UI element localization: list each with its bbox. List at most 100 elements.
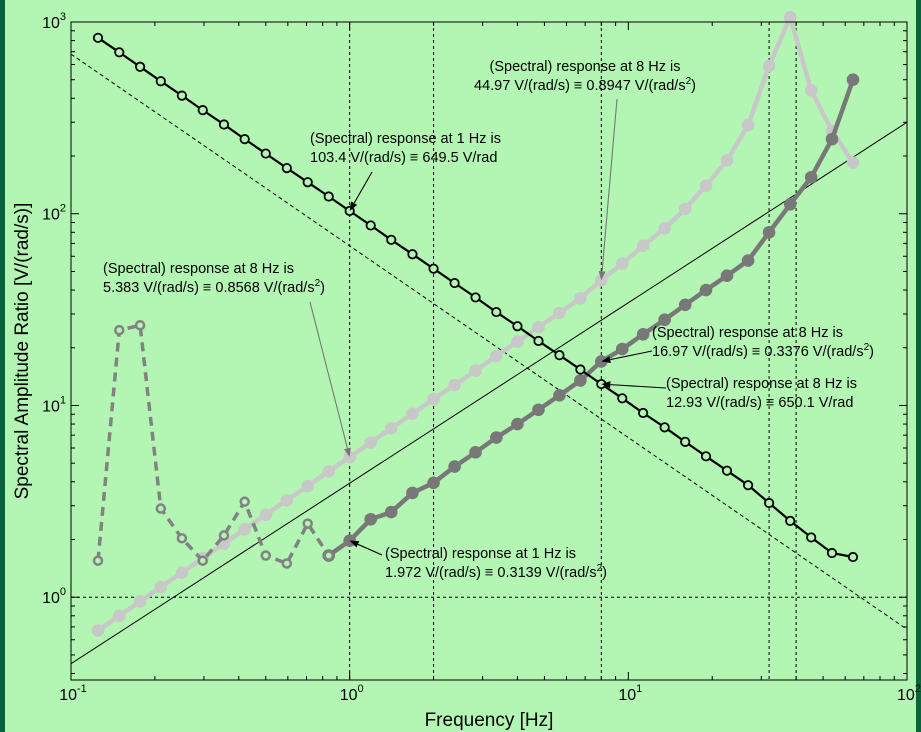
data-point bbox=[826, 547, 838, 559]
x-tick-label: 101 bbox=[618, 683, 642, 704]
data-point bbox=[762, 226, 776, 239]
axes-box bbox=[70, 21, 908, 681]
reference-lines bbox=[71, 53, 907, 665]
annotation-text: (Spectral) response at 1 Hz is 103.4 V/(r… bbox=[310, 131, 501, 166]
data-point bbox=[260, 148, 271, 159]
data-point bbox=[133, 595, 147, 608]
data-point bbox=[762, 59, 776, 73]
data-point bbox=[678, 298, 692, 312]
data-point bbox=[92, 32, 104, 43]
data-point bbox=[804, 84, 818, 97]
data-point bbox=[384, 422, 398, 435]
annotation-arrow-line bbox=[353, 171, 373, 204]
data-point bbox=[720, 153, 734, 167]
annotation-arrow-head bbox=[344, 447, 351, 458]
data-point bbox=[281, 162, 292, 174]
data-point bbox=[92, 555, 104, 566]
reference-line-solid bbox=[71, 121, 907, 665]
data-point bbox=[114, 47, 125, 58]
data-point bbox=[197, 105, 208, 116]
annotation-text: (Spectral) response at 8 Hz is 44.97 V/(r… bbox=[474, 59, 696, 94]
annotation-text: (Spectral) response at 1 Hz is 1.972 V/(r… bbox=[385, 546, 607, 581]
data-point bbox=[281, 558, 293, 569]
data-point bbox=[259, 508, 273, 522]
data-point bbox=[176, 90, 187, 101]
data-point bbox=[511, 417, 524, 431]
data-point bbox=[764, 497, 775, 509]
data-point bbox=[91, 624, 105, 637]
data-point bbox=[364, 436, 378, 449]
annotation-text: (Spectral) response at 8 Hz is 12.93 V/(r… bbox=[666, 376, 857, 411]
annotation-arrow-line bbox=[357, 543, 383, 556]
data-point bbox=[636, 328, 650, 341]
annotation-arrow-line bbox=[309, 301, 348, 449]
x-tick-label: 10-1 bbox=[59, 683, 87, 704]
data-point bbox=[553, 306, 566, 320]
annotation-arrow-head bbox=[601, 356, 611, 364]
data-point bbox=[785, 515, 796, 527]
annotation-arrow-head bbox=[349, 201, 358, 211]
x-tick-label: 102 bbox=[897, 683, 921, 704]
data-point bbox=[636, 239, 650, 253]
data-point bbox=[532, 403, 545, 417]
annotation-arrow-line bbox=[610, 350, 653, 361]
data-point bbox=[742, 480, 754, 491]
data-point bbox=[154, 580, 168, 594]
data-point bbox=[112, 609, 126, 623]
data-point bbox=[553, 388, 566, 402]
data-point bbox=[846, 73, 860, 87]
data-point bbox=[532, 320, 545, 334]
series-light-gray-filled bbox=[91, 10, 860, 637]
data-point bbox=[323, 191, 334, 202]
data-point bbox=[825, 132, 839, 146]
data-point bbox=[407, 249, 418, 260]
grid-lines bbox=[71, 22, 907, 680]
plot-area bbox=[5, 0, 916, 732]
y-tick-label: 103 bbox=[42, 11, 66, 32]
data-point bbox=[700, 451, 712, 462]
data-point bbox=[302, 518, 313, 529]
data-point bbox=[218, 119, 230, 130]
data-point bbox=[406, 486, 419, 500]
annotation-text: (Spectral) response at 8 Hz is 5.383 V/(r… bbox=[103, 261, 325, 296]
data-point bbox=[218, 530, 230, 541]
data-point bbox=[364, 512, 378, 526]
data-point bbox=[721, 465, 733, 476]
data-point bbox=[615, 257, 629, 270]
data-point bbox=[678, 202, 692, 216]
data-point bbox=[134, 320, 146, 331]
data-point bbox=[155, 503, 167, 514]
y-tick-label: 102 bbox=[42, 203, 66, 224]
data-point bbox=[239, 134, 250, 145]
data-point bbox=[680, 436, 691, 447]
data-point bbox=[155, 76, 166, 87]
data-point bbox=[699, 283, 713, 297]
data-point bbox=[469, 364, 482, 377]
data-point bbox=[469, 445, 482, 459]
data-point bbox=[741, 118, 755, 132]
annotation: (Spectral) response at 8 Hz is 44.97 V/(r… bbox=[474, 59, 696, 281]
reference-line-dashed bbox=[71, 53, 907, 630]
data-point bbox=[638, 407, 649, 419]
data-point bbox=[427, 392, 440, 406]
data-point bbox=[574, 374, 587, 387]
data-point bbox=[720, 269, 734, 283]
data-point bbox=[491, 306, 502, 318]
data-point bbox=[511, 335, 524, 349]
data-point bbox=[806, 532, 817, 543]
annotations: (Spectral) response at 8 Hz is 44.97 V/(r… bbox=[103, 59, 874, 581]
y-tick-label: 100 bbox=[42, 586, 66, 607]
data-point bbox=[847, 551, 859, 563]
data-point bbox=[302, 177, 313, 188]
annotation: (Spectral) response at 8 Hz is 5.383 V/(r… bbox=[103, 261, 351, 458]
annotation: (Spectral) response at 1 Hz is 1.972 V/(r… bbox=[349, 540, 607, 581]
x-tick-label: 100 bbox=[340, 683, 364, 704]
y-tick-label: 101 bbox=[42, 394, 66, 415]
data-point bbox=[741, 254, 755, 267]
data-point bbox=[386, 234, 397, 245]
data-point bbox=[699, 179, 713, 193]
annotation: (Spectral) response at 1 Hz is 103.4 V/(r… bbox=[310, 131, 501, 211]
data-point bbox=[323, 550, 334, 561]
data-point bbox=[575, 364, 586, 375]
data-point bbox=[175, 566, 189, 580]
